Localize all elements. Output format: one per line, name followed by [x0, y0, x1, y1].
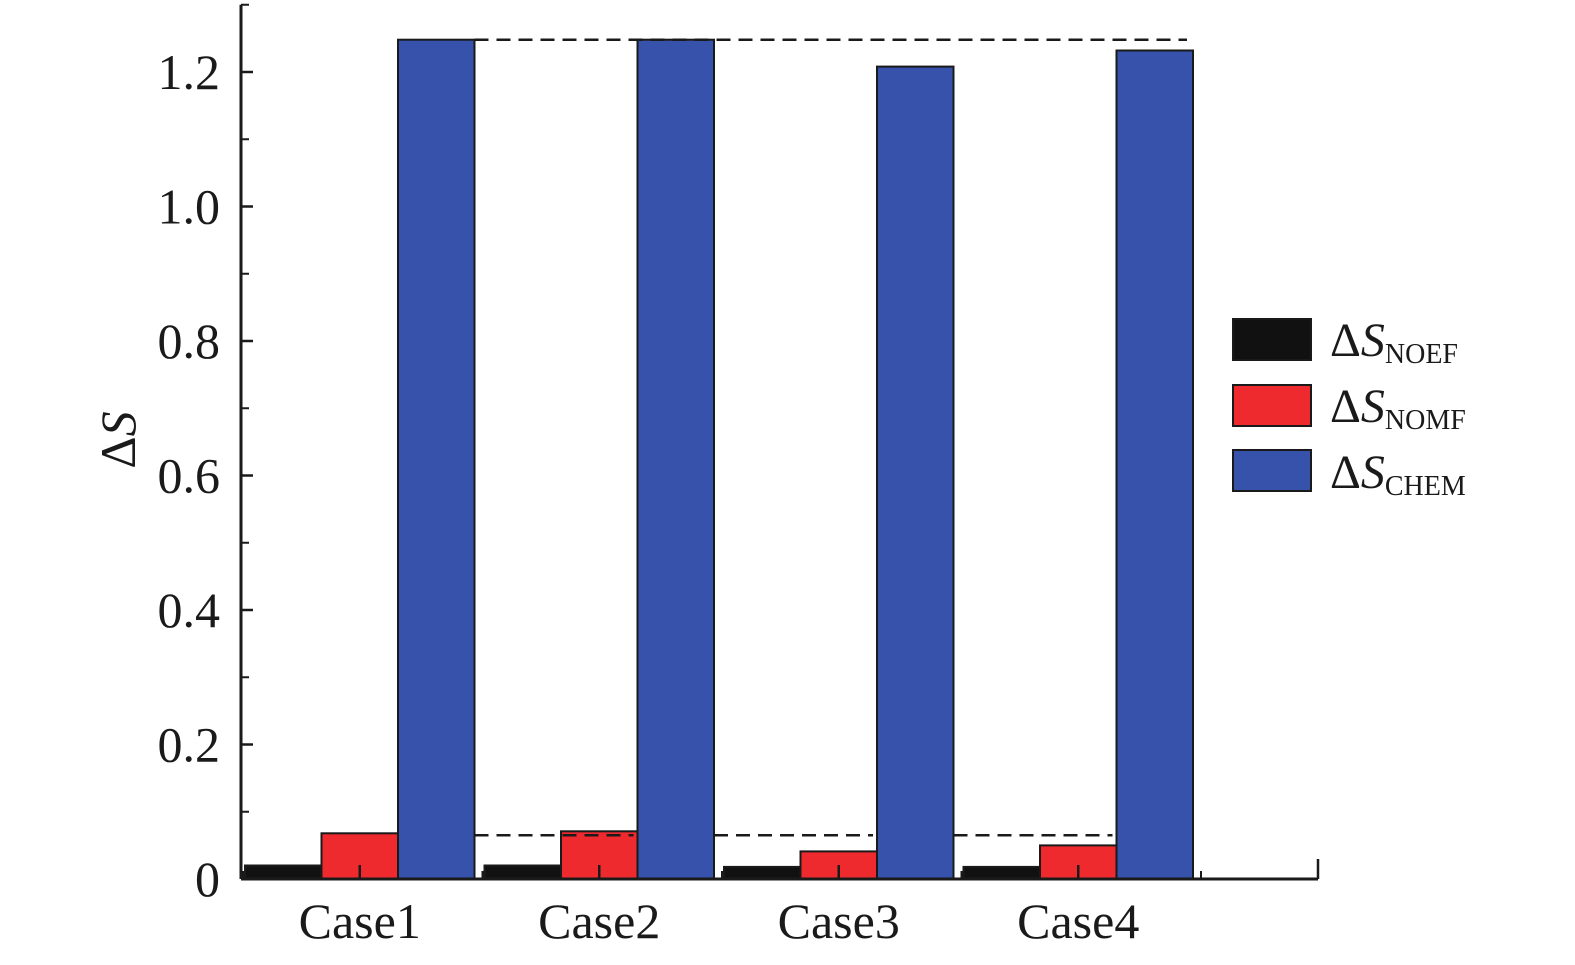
y-tick-label: 1.0 [158, 179, 221, 235]
legend-label-nomf: ΔSNOMF [1330, 380, 1466, 436]
y-tick-label: 0.6 [158, 448, 221, 504]
legend-subscript-noef: NOEF [1385, 339, 1458, 370]
y-tick-label: 0.2 [158, 717, 221, 773]
y-tick-label: 0.4 [158, 582, 221, 638]
legend-symbol: S [1361, 446, 1385, 499]
legend: ΔSNOEF ΔSNOMF ΔSCHEM [1232, 314, 1466, 502]
legend-entry-noef: ΔSNOEF [1232, 314, 1458, 370]
plot-area: 0 0.2 0.4 0.6 0.8 1.0 1.2 Case1 Case2 Case3 Case4 [158, 3, 1320, 949]
y-axis-label-symbol: S [90, 411, 146, 436]
bar-case3-chem [876, 65, 955, 881]
bar-case3-noef [723, 865, 802, 881]
y-tick-label: 0.8 [158, 313, 221, 369]
legend-delta: Δ [1330, 380, 1361, 433]
bar-case2-chem [636, 38, 715, 880]
legend-delta: Δ [1330, 446, 1361, 499]
y-tick-label: 0 [195, 851, 220, 907]
x-tick-label-case2: Case2 [538, 893, 660, 949]
legend-subscript-nomf: NOMF [1385, 405, 1466, 436]
x-tick-label-case4: Case4 [1017, 893, 1139, 949]
legend-entry-chem: ΔSCHEM [1232, 446, 1466, 502]
legend-swatch-nomf [1232, 384, 1312, 427]
legend-swatch-noef [1232, 318, 1312, 361]
bar-case2-noef [483, 864, 562, 880]
bar-case1-noef [244, 864, 323, 880]
x-tick-label-case3: Case3 [778, 893, 900, 949]
bar-case1-chem [397, 38, 476, 880]
y-axis-label: ΔS [90, 411, 146, 468]
legend-symbol: S [1361, 380, 1385, 433]
legend-delta: Δ [1330, 314, 1361, 367]
legend-symbol: S [1361, 314, 1385, 367]
legend-swatch-chem [1232, 449, 1312, 492]
y-tick-label: 1.2 [158, 44, 221, 100]
bar-case4-noef [962, 865, 1041, 881]
legend-entry-nomf: ΔSNOMF [1232, 380, 1466, 436]
legend-label-chem: ΔSCHEM [1330, 446, 1466, 502]
legend-label-noef: ΔSNOEF [1330, 314, 1458, 370]
x-tick-label-case1: Case1 [299, 893, 421, 949]
y-axis-label-delta: Δ [90, 436, 146, 468]
legend-subscript-chem: CHEM [1385, 471, 1466, 502]
bar-case4-chem [1115, 49, 1194, 880]
